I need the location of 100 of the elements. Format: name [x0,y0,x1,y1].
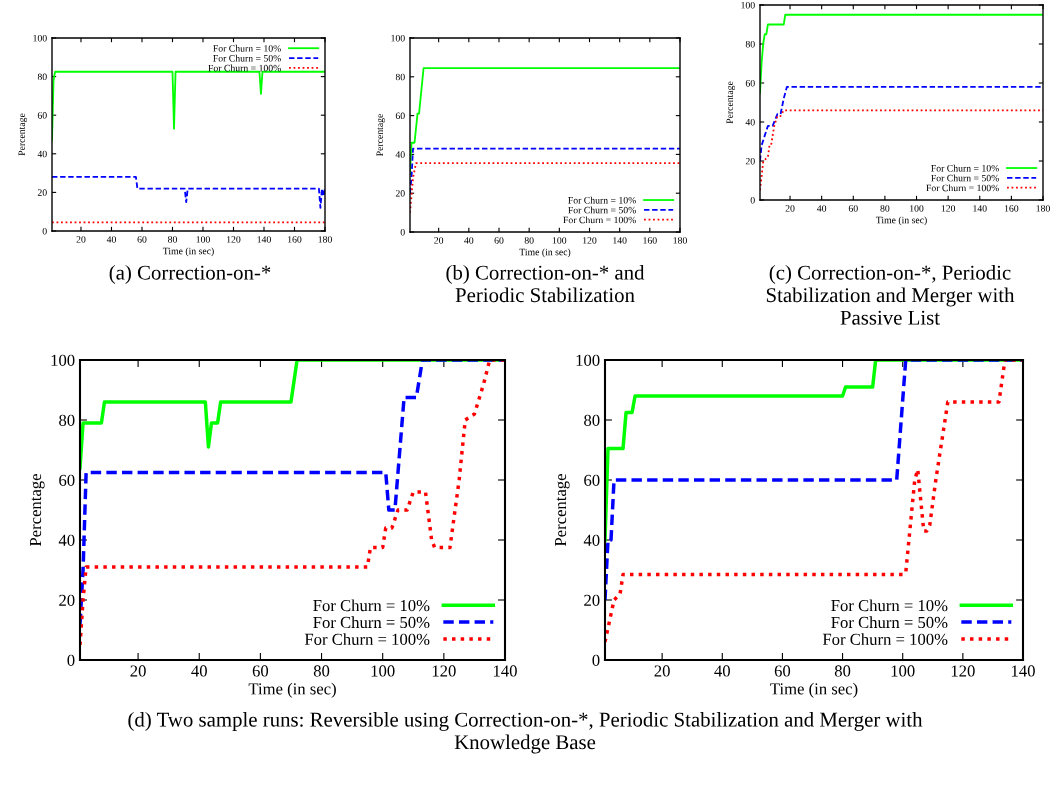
legend-label: For Churn = 10% [313,599,430,612]
legend-label: For Churn = 100% [822,633,948,645]
y-tick-label: 0 [67,654,75,666]
x-tick-label: 80 [880,205,890,212]
y-tick-label: 100 [391,34,405,42]
y-tick-label: 100 [576,354,600,366]
y-tick-label: 40 [745,118,755,126]
y-tick-label: 60 [395,112,405,120]
x-tick-label: 100 [891,665,915,677]
y-axis-title: Percentage [18,113,27,156]
x-tick-label: 160 [288,236,302,243]
x-tick-label: 160 [643,237,657,244]
x-axis-title: Time (in sec) [875,216,927,226]
x-tick-label: 120 [941,205,956,212]
y-tick-label: 20 [584,594,600,606]
y-tick-label: 80 [59,414,75,426]
y-tick-label: 60 [37,112,47,119]
x-tick-label: 100 [552,237,567,244]
y-tick-label: 0 [400,228,405,236]
line-series [52,176,325,209]
x-tick-label: 80 [168,236,177,243]
y-tick-label: 80 [395,73,405,81]
x-tick-label: 180 [318,236,332,243]
y-tick-label: 80 [745,40,755,48]
x-tick-label: 180 [673,237,687,244]
x-tick-label: 60 [137,236,147,243]
x-tick-label: 80 [834,665,851,677]
text: (d) Two sample runs: Reversible using Correction-on-*, Periodic Stabilization and Merger with Knowledge Base [128,712,923,754]
y-tick-label: 20 [59,594,75,606]
x-tick-label: 100 [910,205,924,212]
x-tick-label: 20 [76,236,86,243]
y-tick-label: 80 [37,73,47,81]
legend-label: For Churn = 50% [831,616,948,629]
legend-label: For Churn = 50% [213,54,281,62]
y-tick-label: 40 [58,534,75,546]
y-tick-label: 20 [745,157,755,165]
x-axis-title: Time (in sec) [519,248,571,258]
text: (a) Correction-on-* [109,265,271,284]
x-tick-label: 20 [654,665,670,677]
x-tick-label: 20 [130,665,146,677]
x-tick-label: 180 [1036,205,1050,212]
legend-label: For Churn = 100% [926,184,999,192]
x-tick-label: 100 [371,665,395,677]
legend-label: For Churn = 10% [213,44,281,52]
x-tick-label: 20 [785,205,795,212]
y-axis-title: Percentage [555,474,570,547]
x-tick-label: 80 [524,237,534,244]
x-tick-label: 60 [252,665,269,677]
legend-label: For Churn = 100% [563,216,636,224]
y-tick-label: 20 [395,190,405,197]
x-tick-label: 120 [951,665,975,677]
legend-label: For Churn = 100% [304,633,430,645]
y-axis-title: Percentage [726,81,735,124]
x-tick-label: 60 [774,665,791,677]
x-tick-label: 40 [106,236,116,243]
legend-label: For Churn = 50% [313,616,430,629]
y-tick-label: 60 [584,474,600,486]
text: (b) Correction-on-* and Periodic Stabilization [446,265,645,303]
y-axis-title: Percentage [376,114,385,157]
x-tick-label: 140 [973,205,987,212]
x-tick-label: 120 [583,237,597,244]
y-tick-label: 100 [741,1,755,9]
x-tick-label: 120 [432,665,456,677]
x-tick-label: 160 [1004,205,1019,212]
legend-label: For Churn = 10% [568,196,636,204]
y-tick-label: 100 [33,34,47,42]
legend-label: For Churn = 10% [931,164,999,172]
x-tick-label: 40 [816,205,827,212]
y-tick-label: 40 [37,150,47,158]
y-tick-label: 0 [750,196,755,204]
x-tick-label: 100 [196,236,210,243]
y-tick-label: 60 [745,79,755,87]
y-tick-label: 0 [592,654,600,666]
x-tick-label: 20 [434,237,444,244]
y-tick-label: 0 [42,227,47,235]
legend-label: For Churn = 10% [831,599,948,612]
x-tick-label: 40 [714,665,730,677]
x-axis-title: Time (in sec) [248,682,336,698]
y-tick-label: 100 [51,354,75,366]
y-tick-label: 60 [59,474,75,486]
x-tick-label: 120 [227,236,241,243]
x-tick-label: 140 [1011,665,1035,677]
legend-label: For Churn = 50% [568,206,636,214]
x-tick-label: 40 [464,237,474,244]
y-tick-label: 40 [395,151,405,158]
x-tick-label: 60 [494,237,504,244]
x-axis-title: Time (in sec) [162,247,214,257]
y-tick-label: 20 [37,189,47,196]
legend-label: For Churn = 100% [208,64,281,72]
x-tick-label: 140 [613,237,627,244]
x-tick-label: 140 [493,665,517,677]
text: (c) Correction-on-*, Periodic Stabilization and Merger with Passive List [766,265,1015,325]
x-tick-label: 40 [191,665,207,677]
x-tick-label: 80 [313,665,330,677]
y-axis-title: Percentage [30,474,45,547]
x-tick-label: 140 [257,236,271,243]
y-tick-label: 40 [583,534,600,546]
y-tick-label: 80 [584,414,600,426]
legend-label: For Churn = 50% [931,174,999,182]
x-axis-title: Time (in sec) [770,682,858,698]
